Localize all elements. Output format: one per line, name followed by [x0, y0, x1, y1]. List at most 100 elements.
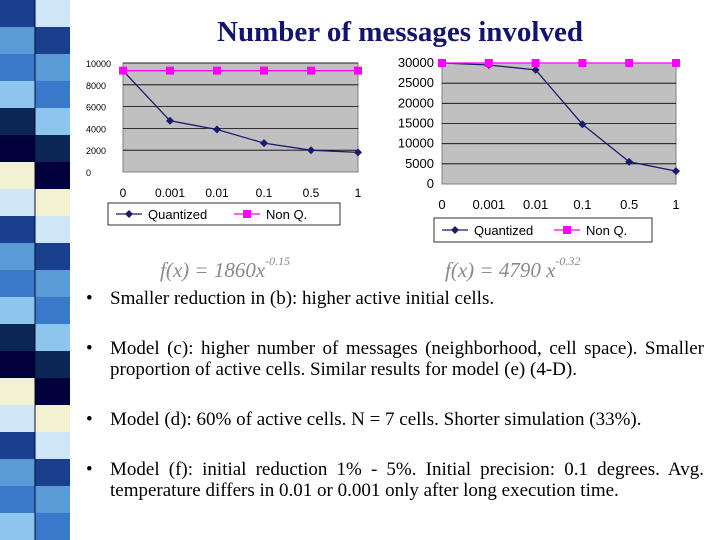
bullet-item: • Model (d): 60% of active cells. N = 7 …: [84, 409, 704, 430]
stripe-block: [35, 135, 70, 162]
y-tick-label: 8000: [86, 81, 106, 91]
formula-right: f(x) = 4790 x-0.32: [445, 254, 580, 283]
stripe-block: [35, 189, 70, 216]
bullet-dot: •: [86, 459, 93, 480]
chart-right: 0 5000 10000 15000 20000 25000 30000 0 0.001 0.01…: [380, 55, 690, 250]
bullet-text: Model (f): initial reduction 1% - 5%. In…: [110, 459, 704, 501]
data-point: [578, 120, 587, 129]
stripe-block: [35, 324, 70, 351]
data-point: [438, 59, 446, 67]
formula-right-exponent: -0.32: [555, 254, 581, 268]
data-point: [213, 66, 221, 75]
stripe-block: [0, 513, 35, 540]
slide-title: Number of messages involved: [217, 16, 583, 48]
x-tick-label: 0: [438, 197, 445, 212]
data-point: [578, 59, 587, 67]
stripe-block: [0, 378, 35, 405]
x-tick-label: 0.5: [303, 186, 320, 200]
chart-svg: 0 2000 4000 6000 8000 10000 0 0.001 0.01 0.1 0.5 1 Q…: [86, 59, 362, 226]
data-point: [672, 59, 680, 67]
x-tick-label: 0.01: [523, 197, 548, 212]
bullet-text: Model (c): higher number of messages (ne…: [110, 338, 704, 380]
stripe-block: [0, 135, 35, 162]
y-tick-label: 15000: [398, 116, 434, 131]
formula-left-base: f(x) = 1860x: [160, 258, 266, 282]
stripe-block: [0, 0, 35, 27]
x-tick-label: 0: [120, 186, 127, 200]
stripe-block: [35, 351, 70, 378]
bullet-item: • Model (f): initial reduction 1% - 5%. …: [84, 459, 704, 501]
formula-right-base: f(x) = 4790 x: [445, 258, 556, 282]
data-point: [484, 59, 493, 67]
formula-left-exponent: -0.15: [265, 254, 291, 268]
stripe-block: [35, 243, 70, 270]
data-point: [531, 65, 540, 74]
y-tick-label: 20000: [398, 95, 434, 110]
y-tick-label: 10000: [86, 59, 111, 69]
stripe-block: [0, 243, 35, 270]
legend-marker: [125, 210, 133, 218]
bullet-dot: •: [86, 288, 93, 309]
stripe-block: [35, 405, 70, 432]
legend-label: Non Q.: [266, 207, 307, 222]
x-tick-label: 1: [672, 197, 679, 212]
data-point: [307, 146, 315, 155]
bullet-dot: •: [86, 338, 93, 359]
stripe-block: [0, 27, 35, 54]
y-tick-label: 4000: [86, 124, 106, 134]
stripe-block: [0, 81, 35, 108]
x-tick-label: 0.001: [473, 197, 506, 212]
stripe-block: [35, 0, 70, 27]
stripe-block: [35, 270, 70, 297]
legend-box: [107, 202, 341, 226]
data-point: [307, 66, 315, 75]
stripe-block: [0, 270, 35, 297]
stripe-block: [35, 513, 70, 540]
x-tick-label: 0.1: [573, 197, 591, 212]
data-point: [531, 59, 540, 67]
y-tick-label: 6000: [86, 103, 106, 113]
legend-label: Quantized: [474, 223, 533, 238]
stripe-block: [0, 351, 35, 378]
data-point: [354, 66, 362, 75]
data-point: [260, 139, 268, 148]
bullet-item: • Smaller reduction in (b): higher activ…: [84, 288, 704, 309]
data-point: [213, 125, 221, 134]
stripe-block: [0, 405, 35, 432]
stripe-block: [0, 297, 35, 324]
data-point: [166, 66, 174, 75]
data-point: [625, 157, 634, 166]
data-point: [625, 59, 634, 67]
plot-area: [122, 62, 359, 173]
data-point: [166, 116, 174, 125]
y-tick-label: 5000: [405, 156, 434, 171]
legend-marker: [563, 226, 571, 234]
y-tick-label: 0: [86, 168, 91, 178]
y-tick-label: 30000: [398, 55, 434, 70]
stripe-block: [35, 27, 70, 54]
y-tick-label: 10000: [398, 136, 434, 151]
x-tick-label: 0.1: [256, 186, 273, 200]
data-point: [119, 66, 127, 75]
stripe-block: [35, 378, 70, 405]
stripe-block: [35, 162, 70, 189]
chart-svg: 0 5000 10000 15000 20000 25000 30000 0 0.001 0.01…: [398, 55, 680, 243]
chart-left: 0 2000 4000 6000 8000 10000 0 0.001 0.01 0.1 0.5 1 Q…: [80, 55, 370, 230]
data-point: [672, 167, 680, 176]
series-line: [441, 62, 677, 172]
stripe-block: [0, 108, 35, 135]
bullet-item: • Model (c): higher number of messages (…: [84, 338, 704, 380]
stripe-block: [0, 189, 35, 216]
x-tick-label: 0.5: [620, 197, 638, 212]
legend-label: Non Q.: [586, 223, 627, 238]
x-tick-label: 1: [355, 186, 362, 200]
stripe-block: [35, 297, 70, 324]
bullet-text: Smaller reduction in (b): higher active …: [110, 288, 495, 309]
y-tick-label: 25000: [398, 75, 434, 90]
stripe-block: [35, 54, 70, 81]
bullet-list: • Smaller reduction in (b): higher activ…: [84, 288, 704, 501]
bullet-text: Model (d): 60% of active cells. N = 7 ce…: [110, 409, 642, 430]
stripe-block: [0, 162, 35, 189]
y-tick-label: 2000: [86, 146, 106, 156]
legend-marker: [451, 226, 459, 234]
